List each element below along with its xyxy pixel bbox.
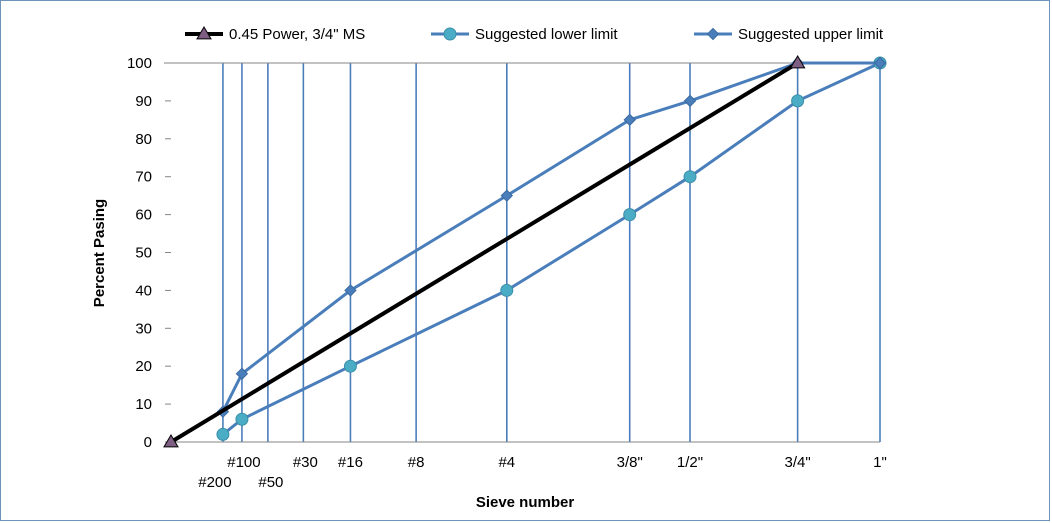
y-tick-label: 30 (135, 320, 152, 337)
legend-item-1: Suggested lower limit (431, 26, 618, 43)
legend-marker (706, 27, 720, 41)
legend-item-0: 0.45 Power, 3/4" MS (185, 26, 365, 43)
data-point (235, 367, 249, 380)
y-tick-label: 70 (135, 169, 152, 186)
series-0-45-power-3-4-ms (163, 55, 806, 448)
data-point (500, 189, 514, 202)
y-tick-label: 20 (135, 358, 152, 375)
data-point (344, 284, 357, 297)
legend: 0.45 Power, 3/4" MS Suggested lower limit… (185, 26, 884, 43)
data-point (683, 170, 697, 184)
data-point (235, 412, 249, 426)
legend-marker (443, 27, 457, 41)
x-tick-label: #50 (258, 474, 283, 491)
data-point (623, 208, 637, 222)
legend-label: Suggested upper limit (738, 26, 884, 43)
x-tick-label: #200 (198, 474, 231, 491)
legend-label: 0.45 Power, 3/4" MS (229, 26, 365, 43)
y-tick-label: 60 (135, 207, 152, 224)
y-tick-label: 90 (135, 93, 152, 110)
sieve-gridlines (222, 63, 881, 442)
data-point (873, 56, 887, 70)
y-tick-label: 0 (144, 434, 152, 451)
legend-label: Suggested lower limit (475, 26, 618, 43)
series-line (169, 61, 799, 444)
y-tick-label: 10 (135, 396, 152, 413)
x-tick-label: #30 (293, 454, 318, 471)
data-point (789, 55, 806, 69)
y-axis-title: Percent Pasing (91, 199, 108, 307)
legend-item-2: Suggested upper limit (694, 26, 884, 43)
y-tick-label: 40 (135, 282, 152, 299)
x-tick-label: 3/4" (785, 454, 811, 471)
x-tick-label: #8 (408, 454, 425, 471)
data-point (343, 359, 357, 373)
data-point (500, 283, 514, 297)
y-tick-label: 80 (135, 131, 152, 148)
series-suggested-upper-limit (216, 56, 887, 418)
x-tick-label: 1" (873, 454, 887, 471)
x-axis-title: Sieve number (476, 494, 575, 511)
y-tick-label: 100 (127, 55, 152, 72)
series-suggested-lower-limit (216, 56, 887, 441)
x-tick-labels: #200 #100 #50 #30 #16 #8 #4 3/8" 1/2" 3/4" 1" (198, 454, 887, 491)
data-point (683, 94, 697, 108)
legend-marker (196, 26, 212, 40)
x-tick-label: #100 (227, 454, 260, 471)
series-line (221, 61, 880, 413)
data-point (623, 113, 636, 127)
y-tick-label: 50 (135, 245, 152, 262)
data-point (163, 434, 179, 448)
x-tick-label: 3/8" (617, 454, 643, 471)
data-point (791, 94, 805, 108)
x-tick-label: #16 (338, 454, 363, 471)
data-point (216, 427, 230, 441)
x-tick-label: #4 (498, 454, 515, 471)
series-line (221, 61, 881, 436)
y-tick-labels: 0 10 20 30 40 50 60 70 80 90 100 (127, 55, 152, 451)
axes (164, 62, 880, 443)
x-tick-label: 1/2" (677, 454, 703, 471)
series-layer (163, 55, 887, 448)
